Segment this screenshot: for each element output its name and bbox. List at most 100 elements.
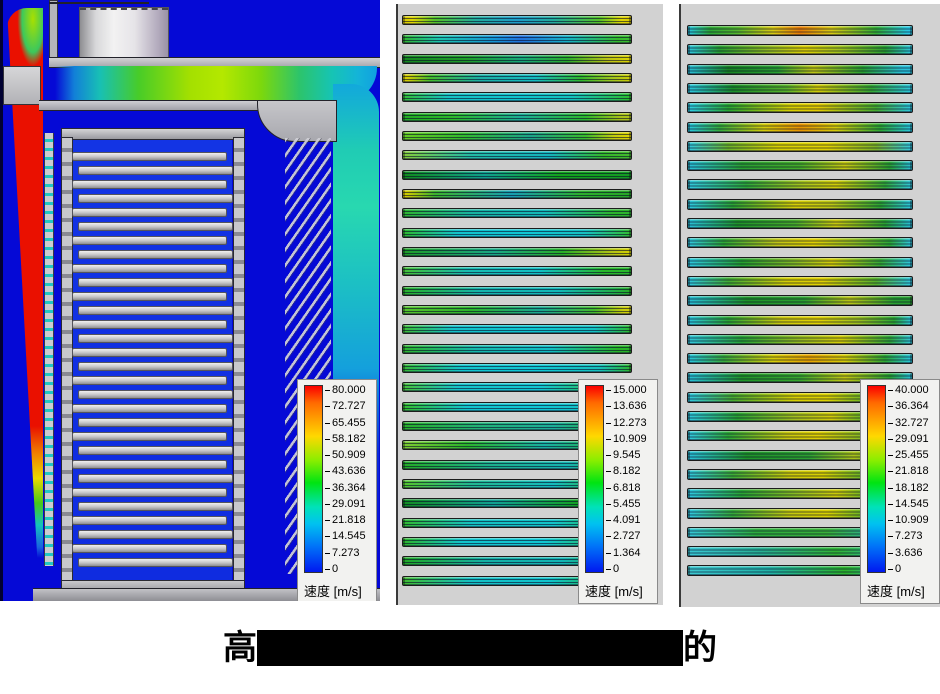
oven-tray [78,166,233,175]
oven-tray [72,348,227,357]
tray-chamber [61,128,245,596]
legend-tick: 18.182 [888,482,929,494]
tick-mark-icon [325,552,330,554]
tray-velocity-bar [687,275,913,287]
legend-tick: 10.909 [606,433,647,445]
oven-tray [72,516,227,525]
tray-velocity-bar [687,353,913,365]
duct-floor-plate [39,100,261,111]
legend-tick: 13.636 [606,401,647,412]
tick-mark-icon [888,438,893,440]
oven-tray [78,222,233,231]
tick-mark-icon [325,390,330,391]
tray-velocity-bar [687,179,913,191]
legend-tick: 7.273 [888,531,929,542]
velocity-legend-middle: 15.000 13.636 12.273 10.909 9.545 8.182 6.818 5… [578,379,658,604]
tray-velocity-bar [687,314,913,326]
legend-title: 速度 [m/s] [304,584,362,599]
tick-mark-icon [606,568,611,570]
oven-tray [78,306,233,315]
top-wall-stub [49,0,58,60]
oven-tray [72,488,227,497]
colorbar-icon [585,385,604,573]
tray-velocity-bar [402,111,632,122]
elbow-hood-block [257,100,337,142]
tick-mark-icon [606,390,611,391]
top-duct-flow-contour [55,66,377,102]
tick-mark-icon [606,520,611,522]
tick-mark-icon [325,422,330,424]
viewport-section-velocity: 80.000 72.727 65.455 58.182 50.909 43.636 36.3… [0,0,380,601]
tick-mark-icon [606,422,611,424]
legend-tick: 5.455 [606,498,647,510]
legend-tick: 15.000 [606,385,647,396]
tray-velocity-bar [402,324,632,335]
oven-tray [72,320,227,329]
tick-mark-icon [888,503,893,505]
tick-mark-icon [888,455,893,457]
oven-tray [72,152,227,161]
oven-tray [72,432,227,441]
floor-plate [33,588,380,601]
figure-caption: 高 的 [0,628,940,668]
legend-tick: 65.455 [325,417,366,429]
legend-tick: 14.545 [325,531,366,542]
tick-mark-icon [606,455,611,457]
tick-mark-icon [325,406,330,408]
tick-mark-icon [606,536,611,538]
tick-mark-icon [325,503,330,505]
perforated-wall-strip [44,133,54,566]
tick-mark-icon [325,536,330,538]
oven-tray [78,474,233,483]
oven-tray [78,194,233,203]
tray-velocity-bar [402,92,632,103]
tick-mark-icon [606,487,611,489]
tray-velocity-bar [402,343,632,354]
tray-velocity-bar [402,304,632,315]
legend-tick: 14.545 [888,498,929,510]
tray-velocity-bar [687,44,913,56]
legend-tick: 21.818 [325,515,366,526]
oven-tray [72,236,227,245]
tray-velocity-bar [402,188,632,199]
tray-velocity-bar [402,208,632,219]
viewport-trays-40ms: 40.000 36.364 32.727 29.091 25.455 21.818 18.1… [679,4,940,607]
legend-tick: 6.818 [606,482,647,494]
tick-mark-icon [888,520,893,522]
tray-velocity-bar [687,295,913,307]
caption-end-char: 的 [683,629,717,667]
oven-tray [78,502,233,511]
legend-tick: 0 [325,563,366,575]
chamber-interior [72,138,232,580]
tray-velocity-bar [687,218,913,229]
tick-mark-icon [888,568,893,570]
legend-tick-labels: 80.000 72.727 65.455 58.182 50.909 43.636 36.3… [325,385,366,575]
tray-velocity-bar [402,150,632,161]
tick-mark-icon [888,487,893,489]
tick-mark-icon [606,552,611,554]
tray-velocity-bar [402,130,632,141]
legend-title: 速度 [m/s] [585,584,643,599]
legend-tick: 40.000 [888,385,929,396]
oven-tray [72,264,227,273]
legend-tick: 3.636 [888,547,929,559]
tick-mark-icon [325,568,330,570]
tray-velocity-bar [687,198,913,210]
legend-tick: 9.545 [606,450,647,461]
tick-mark-icon [888,422,893,424]
tray-velocity-bar [402,227,632,238]
tray-velocity-bar [687,25,913,36]
tray-velocity-bar [402,53,632,64]
viewport-trays-15ms: 15.000 13.636 12.273 10.909 9.545 8.182 6.818 5… [396,4,663,605]
legend-tick: 0 [888,563,929,575]
legend-tick: 80.000 [325,385,366,396]
tray-velocity-bar [402,246,632,257]
legend-tick: 58.182 [325,433,366,445]
chamber-right-wall [233,137,245,585]
legend-tick: 50.909 [325,450,366,461]
oven-tray [72,460,227,469]
tray-velocity-bar [687,237,913,249]
tray-velocity-bar [687,63,913,75]
legend-tick: 7.273 [325,547,366,559]
